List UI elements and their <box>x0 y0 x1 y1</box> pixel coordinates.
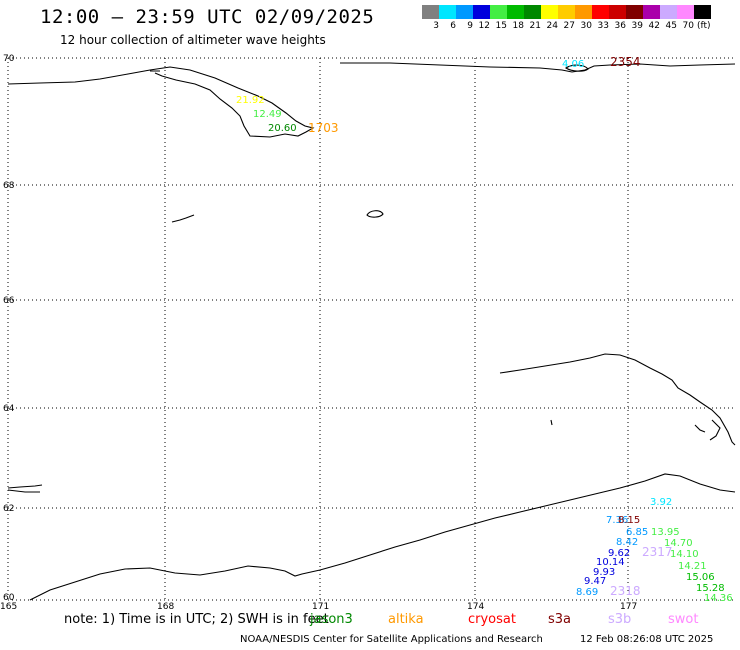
legend-unit: (ft) <box>697 21 711 31</box>
satellite-altika: altika <box>388 612 424 627</box>
lat-label: 62 <box>3 504 14 514</box>
lat-label: 70 <box>3 54 15 64</box>
satellite-s3a: s3a <box>548 612 572 627</box>
color-legend: 3 6 9 12 15 18 21 24 27 30 33 36 39 42 45 70 (ft) <box>422 5 711 31</box>
wave-height-label: 20.60 <box>268 123 297 134</box>
wave-height-label: 9.62 <box>608 548 630 559</box>
legend-swatch <box>626 5 643 19</box>
coastline-anadyr <box>499 353 736 446</box>
legend-label: 45 <box>665 21 677 31</box>
legend-label: 3 <box>433 21 439 31</box>
legend-swatch <box>456 5 473 19</box>
legend-swatch <box>490 5 507 19</box>
legend-swatch <box>439 5 456 19</box>
legend-label: 9 <box>467 21 473 31</box>
credit-text: NOAA/NESDIS Center for Satellite Applica… <box>240 634 543 645</box>
legend-swatch <box>473 5 490 19</box>
wave-height-label: 2318 <box>610 584 641 598</box>
lat-label: 66 <box>3 296 15 306</box>
coastline-chukchi <box>340 62 736 73</box>
lat-label: 60 <box>3 593 15 603</box>
island-2 <box>171 214 195 223</box>
wave-height-label: 9.93 <box>593 567 615 578</box>
legend-label: 21 <box>529 21 541 31</box>
legend-swatch <box>541 5 558 19</box>
legend-label: 39 <box>631 21 643 31</box>
legend-label: 42 <box>648 21 660 31</box>
wave-height-label: 15.06 <box>686 572 715 583</box>
legend-label: 12 <box>478 21 490 31</box>
wave-height-label: 2317 <box>642 545 673 559</box>
legend-swatch <box>694 5 711 19</box>
wave-height-label: 13.95 <box>651 527 680 538</box>
coastlines <box>7 62 736 601</box>
legend-label: 36 <box>614 21 626 31</box>
satellite-swot: swot <box>668 612 699 627</box>
legend-swatch <box>592 5 609 19</box>
wave-height-label: 8.69 <box>576 587 598 598</box>
wave-height-label: 6.85 <box>626 527 648 538</box>
wave-height-label: 3.92 <box>650 497 672 508</box>
coastline-north-chukotka <box>7 66 315 138</box>
lon-label: 168 <box>157 602 174 612</box>
coastline-koryak <box>29 473 736 601</box>
satellite-jason3: jason3 <box>310 612 353 627</box>
legend-swatch <box>422 5 439 19</box>
wave-height-label: 21.92 <box>236 95 265 106</box>
legend-swatch <box>609 5 626 19</box>
legend-labels: 3 6 9 12 15 18 21 24 27 30 33 36 39 42 45 70 (ft) <box>422 21 711 31</box>
footer-note: note: 1) Time is in UTC; 2) SWH is in fe… <box>64 612 329 627</box>
legend-label: 15 <box>495 21 507 31</box>
legend-label: 30 <box>580 21 592 31</box>
wave-height-label: 9.47 <box>584 576 606 587</box>
satellite-cryosat: cryosat <box>468 612 516 627</box>
legend-swatch <box>558 5 575 19</box>
legend-label: 70 <box>682 21 694 31</box>
lat-label: 68 <box>3 181 15 191</box>
lon-label: 171 <box>312 602 329 612</box>
legend-swatch <box>507 5 524 19</box>
lon-label: 177 <box>620 602 637 612</box>
legend-label: 27 <box>563 21 575 31</box>
lon-label: 165 <box>0 602 17 612</box>
legend-swatch <box>643 5 660 19</box>
generated-time: 12 Feb 08:26:08 UTC 2025 <box>580 634 714 645</box>
wave-height-label: 14.70 <box>664 538 693 549</box>
legend-label: 18 <box>512 21 524 31</box>
legend-swatches <box>422 5 711 19</box>
page-subtitle: 12 hour collection of altimeter wave hei… <box>60 33 326 47</box>
wave-height-label: 7.36 <box>606 515 628 526</box>
wave-height-label: 4.06 <box>562 59 584 70</box>
coastline-south <box>7 484 43 493</box>
island-1 <box>366 210 384 218</box>
page-title: 12:00 – 23:59 UTC 02/09/2025 <box>40 6 375 28</box>
wave-height-label: 14.21 <box>678 561 707 572</box>
wave-height-label: 12.49 <box>253 109 282 120</box>
legend-swatch <box>524 5 541 19</box>
axis-labels: 70 68 66 64 62 60 165 168 171 174 177 <box>0 54 637 612</box>
legend-swatch <box>575 5 592 19</box>
lat-label: 64 <box>3 404 15 414</box>
legend-label: 6 <box>450 21 456 31</box>
wave-height-label: 14.36 <box>704 593 733 604</box>
wave-height-label: 2354 <box>610 55 641 69</box>
legend-swatch <box>677 5 694 19</box>
wave-height-label: 15.28 <box>696 583 725 594</box>
wave-height-label: 14.10 <box>670 549 699 560</box>
legend-swatch <box>660 5 677 19</box>
observation-labels: 4.06 2354 21.92 12.49 20.60 1703 3.92 7.368.156… <box>236 55 733 604</box>
island-3 <box>550 419 553 426</box>
wave-height-label: 10.14 <box>596 557 625 568</box>
legend-label: 33 <box>597 21 609 31</box>
wave-height-label: 8.15 <box>618 515 640 526</box>
satellite-s3b: s3b <box>608 612 632 627</box>
wave-height-label: 1703 <box>308 121 339 135</box>
island-small <box>565 64 589 72</box>
lon-label: 174 <box>467 602 484 612</box>
legend-label: 24 <box>546 21 558 31</box>
wave-height-label: 8.42 <box>616 537 638 548</box>
